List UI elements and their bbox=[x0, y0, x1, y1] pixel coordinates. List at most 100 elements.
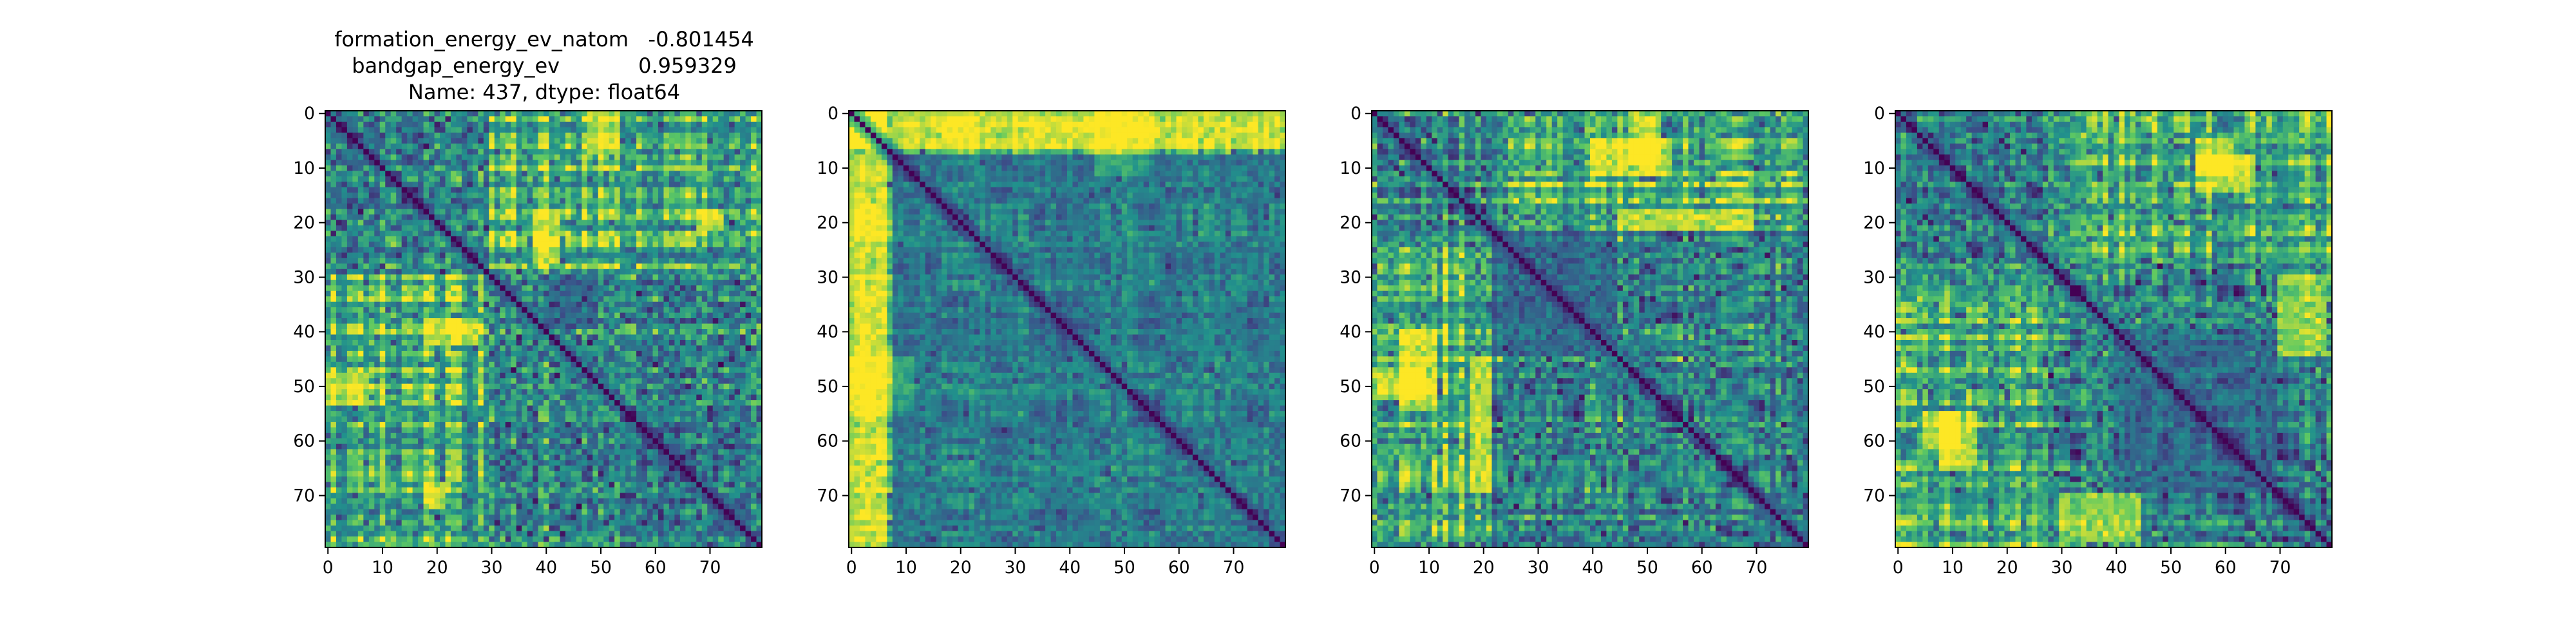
heatmap-cell bbox=[505, 247, 511, 253]
heatmap-cell bbox=[379, 301, 386, 308]
heatmap-cell bbox=[745, 372, 752, 379]
heatmap-cell bbox=[456, 274, 462, 281]
heatmap-cell bbox=[401, 143, 408, 149]
heatmap-cell bbox=[412, 449, 419, 455]
heatmap-cell bbox=[549, 274, 555, 281]
heatmap-cell bbox=[379, 323, 386, 330]
heatmap-cell bbox=[620, 204, 626, 210]
heatmap-cell bbox=[652, 127, 659, 133]
heatmap-cell bbox=[663, 334, 670, 341]
heatmap-cell bbox=[434, 334, 440, 341]
heatmap-cell bbox=[707, 307, 714, 314]
heatmap-cell bbox=[707, 127, 714, 133]
heatmap-cell bbox=[679, 334, 686, 341]
heatmap-cell bbox=[407, 318, 413, 325]
heatmap-cell bbox=[505, 279, 511, 286]
heatmap-cell bbox=[690, 171, 697, 177]
heatmap-cell bbox=[582, 350, 588, 357]
heatmap-cell bbox=[652, 116, 659, 122]
heatmap-cell bbox=[674, 350, 681, 357]
heatmap-cell bbox=[636, 405, 643, 412]
heatmap-cell bbox=[549, 247, 555, 253]
heatmap-cell bbox=[641, 132, 648, 138]
heatmap-cell bbox=[533, 160, 539, 166]
heatmap-cell bbox=[549, 323, 555, 330]
heatmap-cell bbox=[718, 334, 724, 341]
heatmap-cell bbox=[674, 427, 681, 433]
heatmap-cell bbox=[630, 372, 637, 379]
heatmap-cell bbox=[379, 318, 386, 325]
heatmap-cell bbox=[756, 269, 762, 275]
heatmap-cell bbox=[701, 405, 708, 412]
heatmap-cell bbox=[423, 121, 430, 128]
heatmap-cell bbox=[707, 171, 714, 177]
heatmap-cell bbox=[560, 247, 566, 253]
heatmap-cell bbox=[456, 198, 462, 204]
heatmap-cell bbox=[522, 361, 528, 368]
heatmap-cell bbox=[751, 329, 757, 336]
heatmap-cell bbox=[707, 345, 714, 352]
heatmap-cell bbox=[429, 258, 435, 264]
heatmap-cell bbox=[352, 443, 359, 450]
heatmap-cell bbox=[723, 111, 730, 117]
heatmap-cell bbox=[587, 274, 593, 281]
heatmap-cell bbox=[352, 345, 359, 352]
heatmap-cell bbox=[363, 329, 370, 336]
heatmap-cell bbox=[379, 350, 386, 357]
heatmap-cell bbox=[330, 171, 337, 177]
heatmap-cell bbox=[456, 209, 462, 215]
heatmap-cell bbox=[598, 433, 604, 439]
heatmap-cell bbox=[576, 116, 582, 122]
heatmap-cell bbox=[346, 143, 353, 149]
heatmap-cell bbox=[341, 449, 348, 455]
heatmap-cell bbox=[701, 323, 708, 330]
heatmap-cell bbox=[582, 165, 588, 171]
heatmap-cell bbox=[450, 334, 457, 341]
heatmap-cell bbox=[511, 132, 517, 138]
heatmap-cell bbox=[554, 149, 561, 155]
heatmap-cell bbox=[500, 258, 506, 264]
heatmap-cell bbox=[379, 127, 386, 133]
heatmap-cell bbox=[418, 290, 424, 297]
heatmap-cell bbox=[576, 269, 582, 275]
heatmap-cell bbox=[456, 247, 462, 253]
heatmap-cell bbox=[396, 165, 402, 171]
heatmap-cell bbox=[352, 214, 359, 221]
heatmap-cell bbox=[439, 160, 446, 166]
heatmap-cell bbox=[494, 176, 500, 182]
heatmap-cell bbox=[751, 247, 757, 253]
heatmap-cell bbox=[729, 242, 735, 248]
heatmap-cell bbox=[494, 400, 500, 406]
heatmap-cell bbox=[576, 290, 582, 297]
heatmap-cell bbox=[418, 209, 424, 215]
heatmap-cell bbox=[674, 394, 681, 401]
heatmap-cell bbox=[390, 285, 397, 292]
heatmap-cell bbox=[630, 307, 637, 314]
heatmap-cell bbox=[685, 329, 692, 336]
heatmap-cell bbox=[374, 171, 381, 177]
heatmap-cell bbox=[707, 160, 714, 166]
heatmap-cell bbox=[549, 121, 555, 128]
heatmap-cell bbox=[445, 274, 451, 281]
heatmap-cell bbox=[554, 214, 561, 221]
heatmap-cell bbox=[505, 252, 511, 259]
heatmap-cell bbox=[489, 443, 495, 450]
heatmap-cell bbox=[439, 231, 446, 237]
heatmap-cell bbox=[505, 132, 511, 138]
heatmap-cell bbox=[461, 323, 468, 330]
heatmap-cell bbox=[685, 356, 692, 363]
heatmap-cell bbox=[701, 307, 708, 314]
heatmap-cell bbox=[625, 274, 632, 281]
heatmap-cell bbox=[330, 427, 337, 433]
heatmap-cell bbox=[685, 187, 692, 193]
heatmap-cell bbox=[500, 334, 506, 341]
heatmap-cell bbox=[538, 204, 544, 210]
heatmap-cell bbox=[325, 149, 332, 155]
heatmap-cell bbox=[658, 361, 665, 368]
heatmap-cell bbox=[467, 323, 473, 330]
heatmap-cell bbox=[538, 127, 544, 133]
heatmap-cell bbox=[456, 236, 462, 242]
heatmap-cell bbox=[647, 290, 654, 297]
heatmap-cell bbox=[707, 209, 714, 215]
heatmap-cell bbox=[467, 263, 473, 270]
